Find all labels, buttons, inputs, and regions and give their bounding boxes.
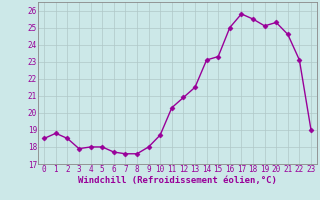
X-axis label: Windchill (Refroidissement éolien,°C): Windchill (Refroidissement éolien,°C) — [78, 176, 277, 185]
